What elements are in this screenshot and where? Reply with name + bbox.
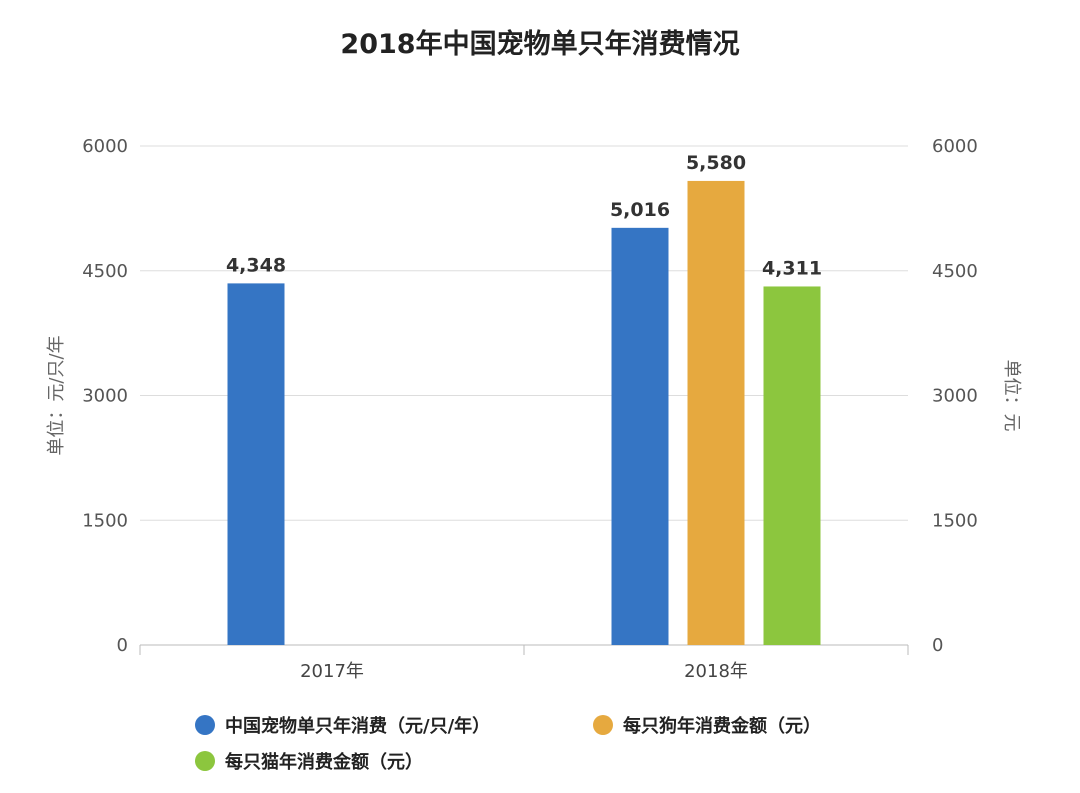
- legend-label: 中国宠物单只年消费（元/只/年）: [225, 716, 491, 737]
- legend-label: 每只狗年消费金额（元）: [623, 716, 821, 737]
- data-label: 4,311: [762, 257, 822, 279]
- legend-item[interactable]: 每只猫年消费金额（元）: [195, 748, 423, 774]
- legend-marker: [195, 751, 215, 771]
- bar: [227, 283, 285, 645]
- legend-label: 每只猫年消费金额（元）: [225, 752, 423, 773]
- bar: [763, 286, 821, 645]
- legend-item[interactable]: 中国宠物单只年消费（元/只/年）: [195, 712, 490, 738]
- y-tick-left: 4500: [82, 261, 128, 282]
- bar: [611, 227, 669, 645]
- y-tick-left: 0: [117, 635, 128, 656]
- y-tick-left: 3000: [82, 386, 128, 407]
- data-label: 5,580: [686, 152, 746, 174]
- y-tick-left: 1500: [82, 510, 128, 531]
- legend-item[interactable]: 每只狗年消费金额（元）: [593, 712, 821, 738]
- data-label: 5,016: [610, 199, 670, 221]
- x-tick-label: 2018年: [684, 661, 748, 682]
- x-tick-label: 2017年: [300, 661, 364, 682]
- y-tick-right: 6000: [932, 136, 978, 157]
- chart-title: 2018年中国宠物单只年消费情况: [340, 29, 740, 60]
- data-label: 4,348: [226, 254, 286, 276]
- y-tick-right: 3000: [932, 386, 978, 407]
- y-tick-right: 0: [932, 635, 943, 656]
- y-tick-right: 4500: [932, 261, 978, 282]
- y-axis-title-right: 单位：元: [1001, 360, 1022, 432]
- bar: [687, 180, 745, 645]
- y-tick-right: 1500: [932, 510, 978, 531]
- legend-marker: [593, 715, 613, 735]
- y-axis-title-left: 单位：元/只/年: [46, 335, 67, 455]
- y-tick-left: 6000: [82, 136, 128, 157]
- legend-marker: [195, 715, 215, 735]
